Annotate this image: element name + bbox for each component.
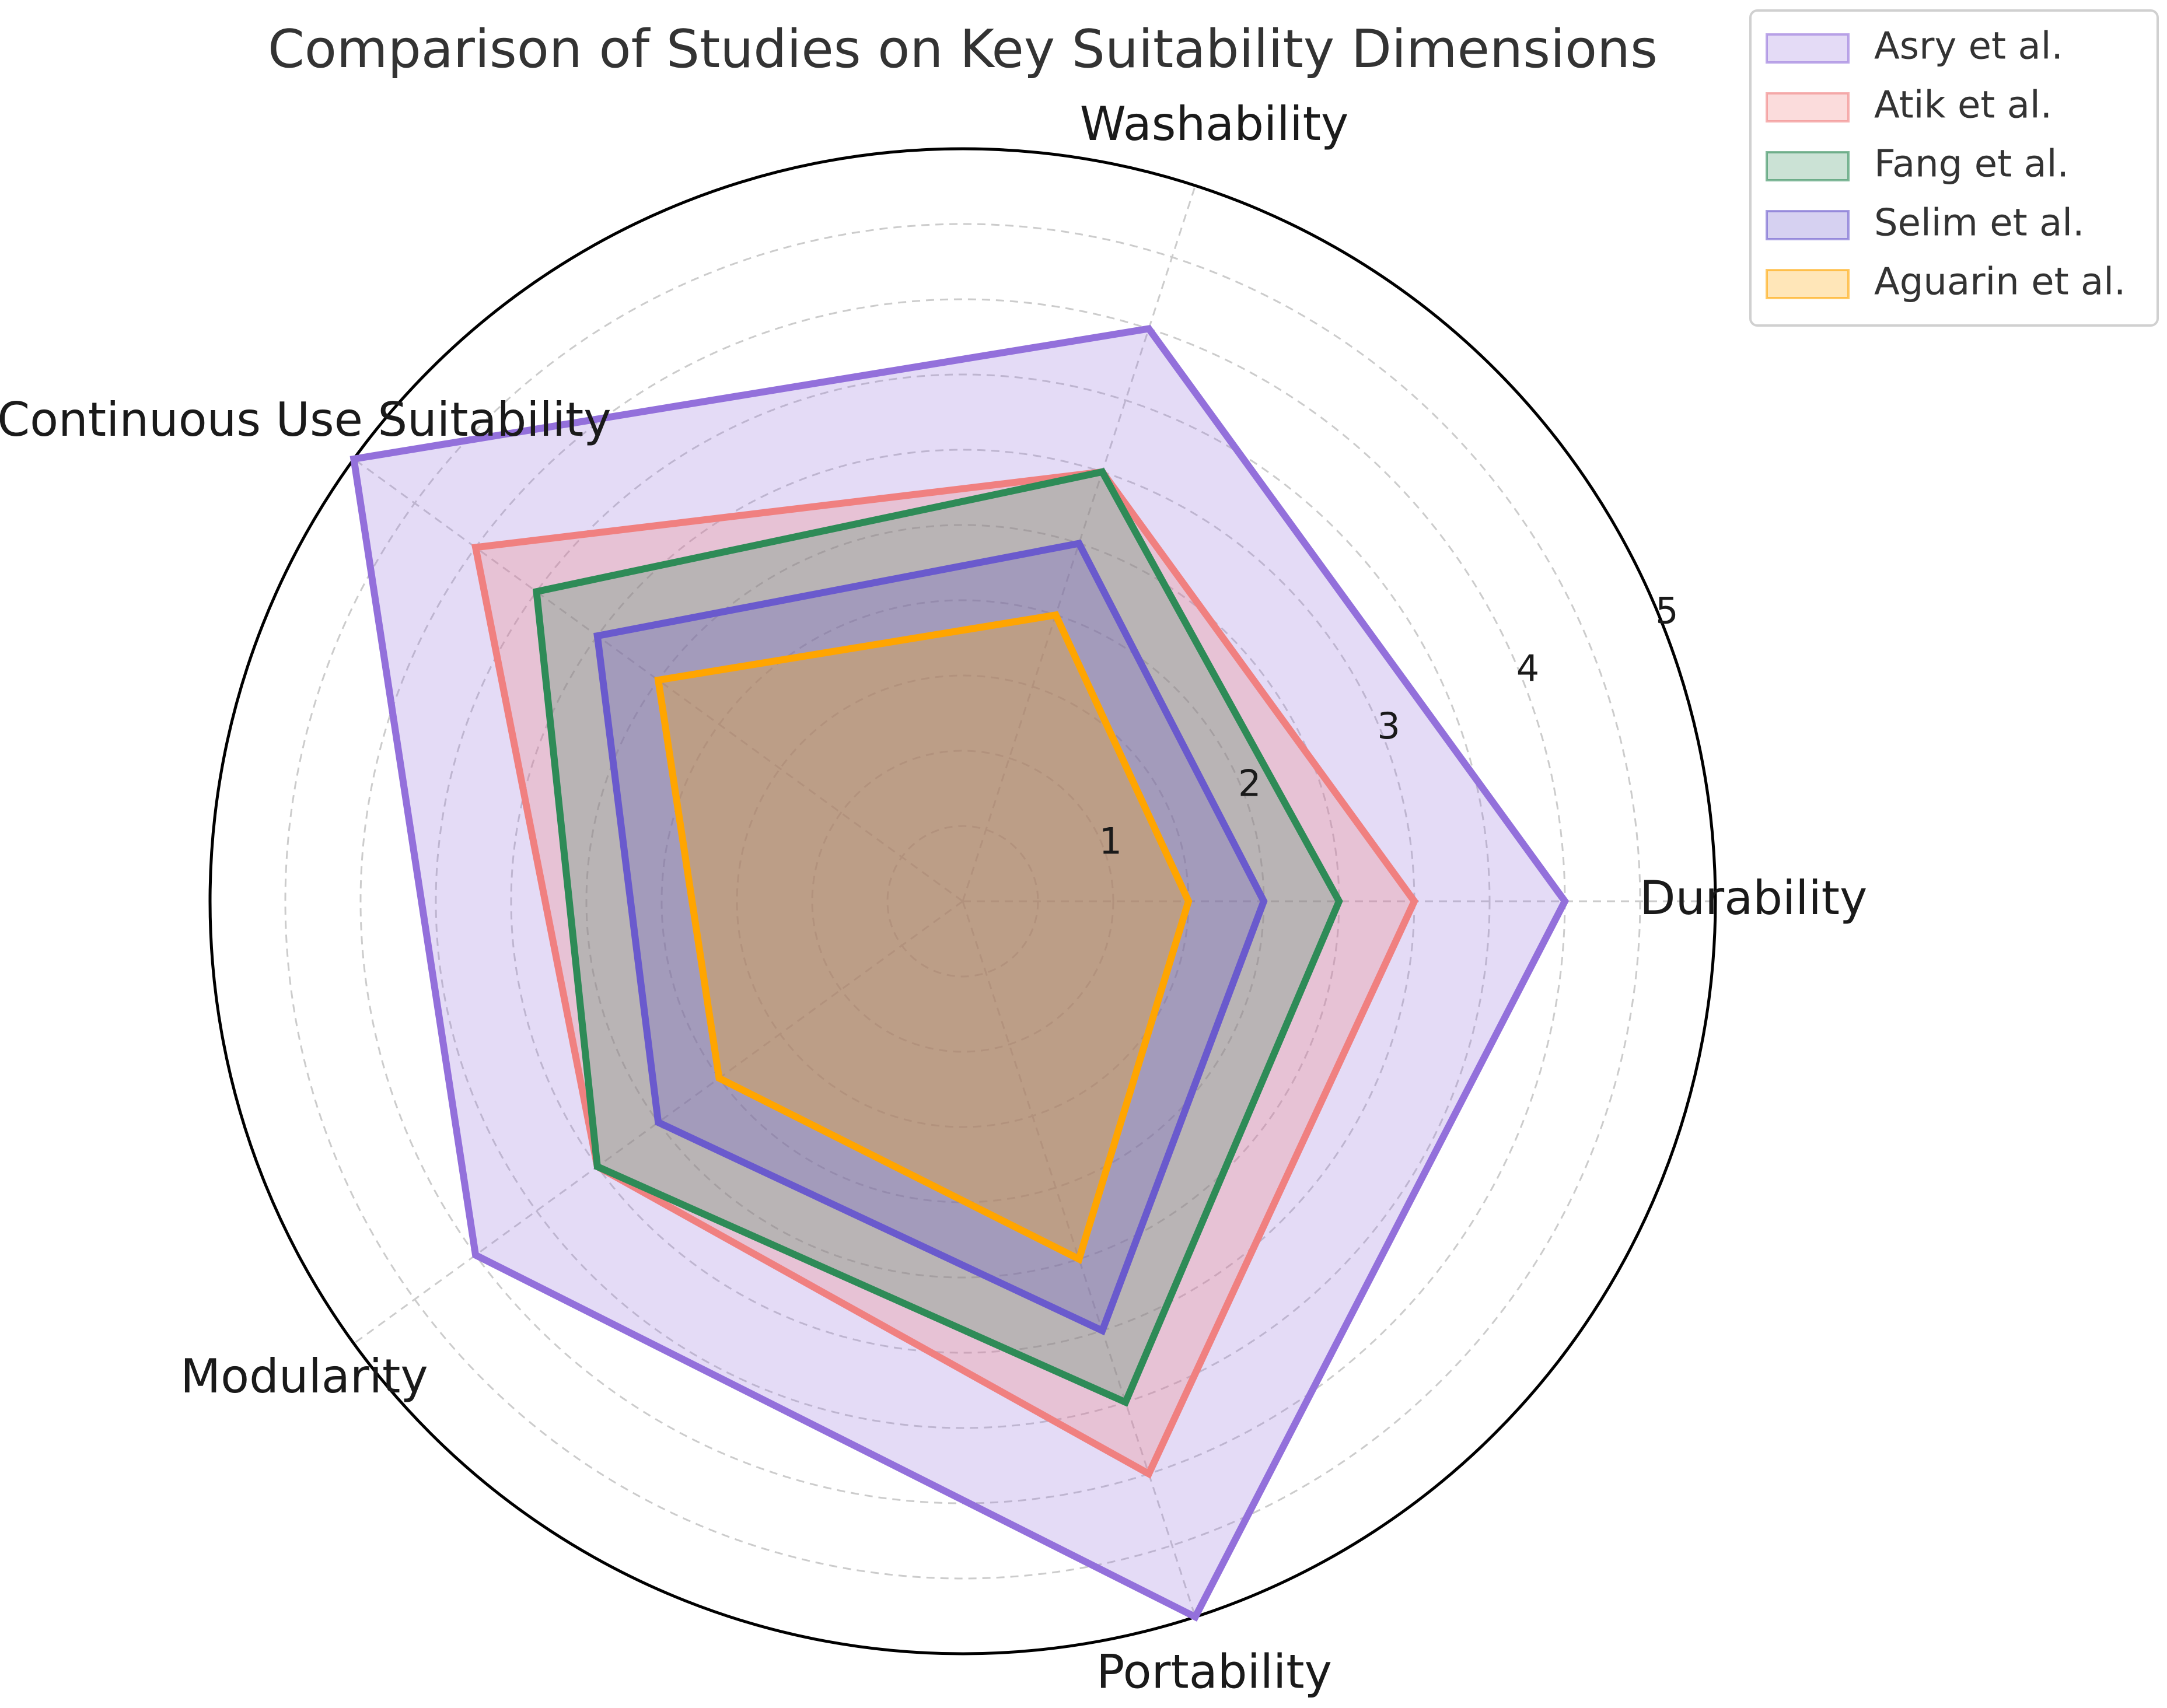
axis-label-continuous-use-suitability: Continuous Use Suitability — [0, 393, 611, 447]
r-tick-label: 3 — [1377, 705, 1400, 747]
axis-label-washability: Washability — [1080, 97, 1349, 151]
legend-label-fang-et-al: Fang et al. — [1874, 143, 2069, 186]
legend-label-asry-et-al: Asry et al. — [1874, 25, 2063, 68]
axis-label-modularity: Modularity — [180, 1349, 428, 1404]
r-tick-label: 1 — [1099, 820, 1122, 862]
radial-ticks: 1 2 3 4 5 — [1099, 589, 1679, 862]
axis-labels: Durability Washability Continuous Use Suit… — [0, 97, 1867, 1699]
outer-frame — [208, 147, 1717, 1656]
grid-circle — [435, 373, 1491, 1429]
series-aguarin-et-al — [654, 611, 1193, 1264]
r-tick-label: 5 — [1655, 589, 1678, 632]
series-fang-et-al — [532, 468, 1343, 1407]
legend-label-atik-et-al: Atik et al. — [1874, 84, 2052, 127]
series-group — [349, 324, 1570, 1622]
r-tick-label: 2 — [1238, 762, 1261, 805]
legend-label-selim-et-al: Selim et al. — [1874, 202, 2084, 245]
legend-swatch-asry-et-al — [1766, 33, 1850, 64]
legend-swatch-aguarin-et-al — [1766, 269, 1850, 299]
series-atik-et-al — [471, 468, 1418, 1479]
legend-swatch-fang-et-al — [1766, 151, 1850, 181]
series-selim-et-al — [593, 539, 1268, 1336]
grid-circle — [811, 750, 1114, 1053]
legend-swatch-atik-et-al — [1766, 92, 1850, 123]
legend-swatch-selim-et-al — [1766, 210, 1850, 240]
legend-label-aguarin-et-al: Aguarin et al. — [1874, 261, 2126, 304]
legend: Asry et al. Atik et al. Fang et al. Selim e… — [1749, 9, 2159, 327]
axis-label-portability: Portability — [1096, 1645, 1332, 1699]
series-asry-et-al — [349, 324, 1570, 1622]
chart-title: Comparison of Studies on Key Suitability… — [268, 19, 1658, 80]
axis-label-durability: Durability — [1640, 871, 1867, 925]
r-tick-label: 4 — [1516, 647, 1539, 690]
legend-frame — [1749, 9, 2159, 327]
